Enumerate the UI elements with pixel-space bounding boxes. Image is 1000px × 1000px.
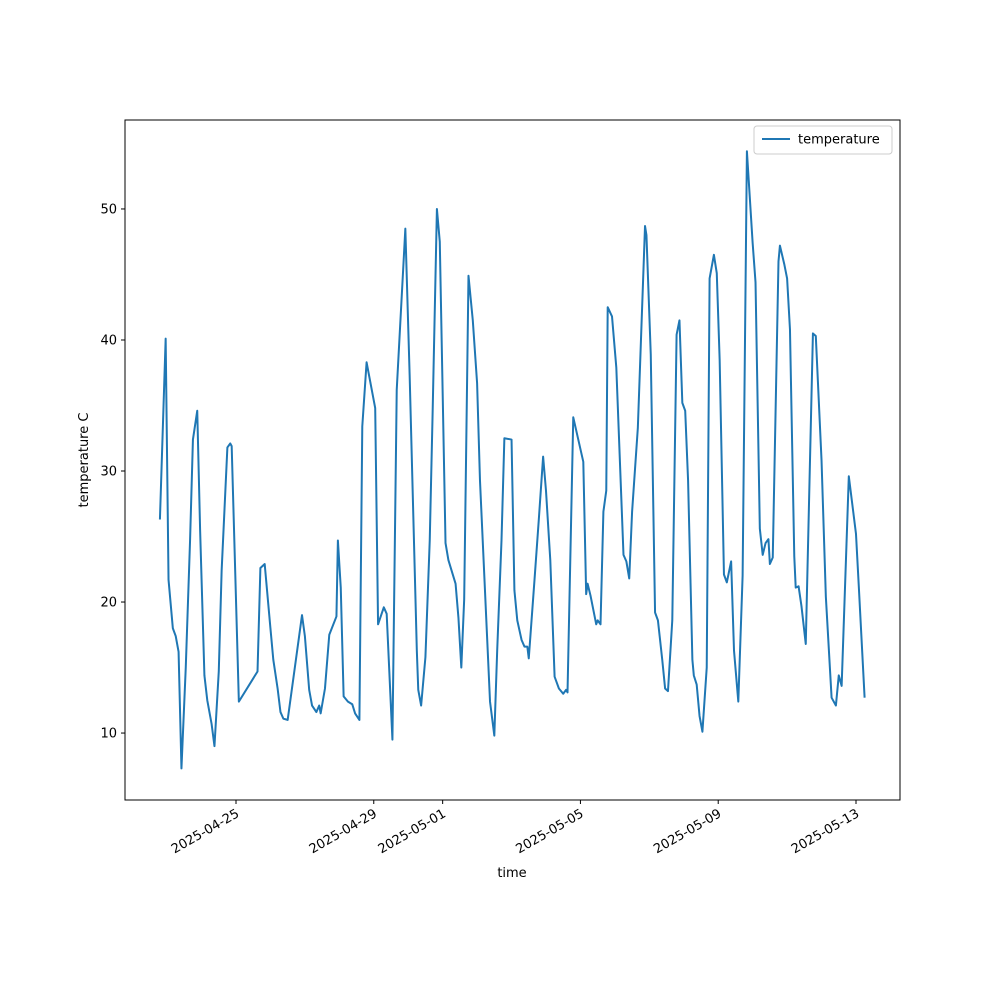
- y-axis-label: temperature C: [77, 413, 92, 508]
- legend-label: temperature: [798, 133, 880, 148]
- y-tick-label: 30: [100, 465, 117, 480]
- x-axis-label: time: [497, 866, 526, 881]
- legend-box: [753, 125, 893, 155]
- plot-frame: [124, 119, 901, 801]
- y-tick-label: 20: [100, 596, 117, 611]
- line: [158, 150, 866, 770]
- y-tick-label: 10: [100, 727, 117, 742]
- y-tick-label: 50: [100, 202, 117, 217]
- y-tick-label: 40: [100, 333, 117, 348]
